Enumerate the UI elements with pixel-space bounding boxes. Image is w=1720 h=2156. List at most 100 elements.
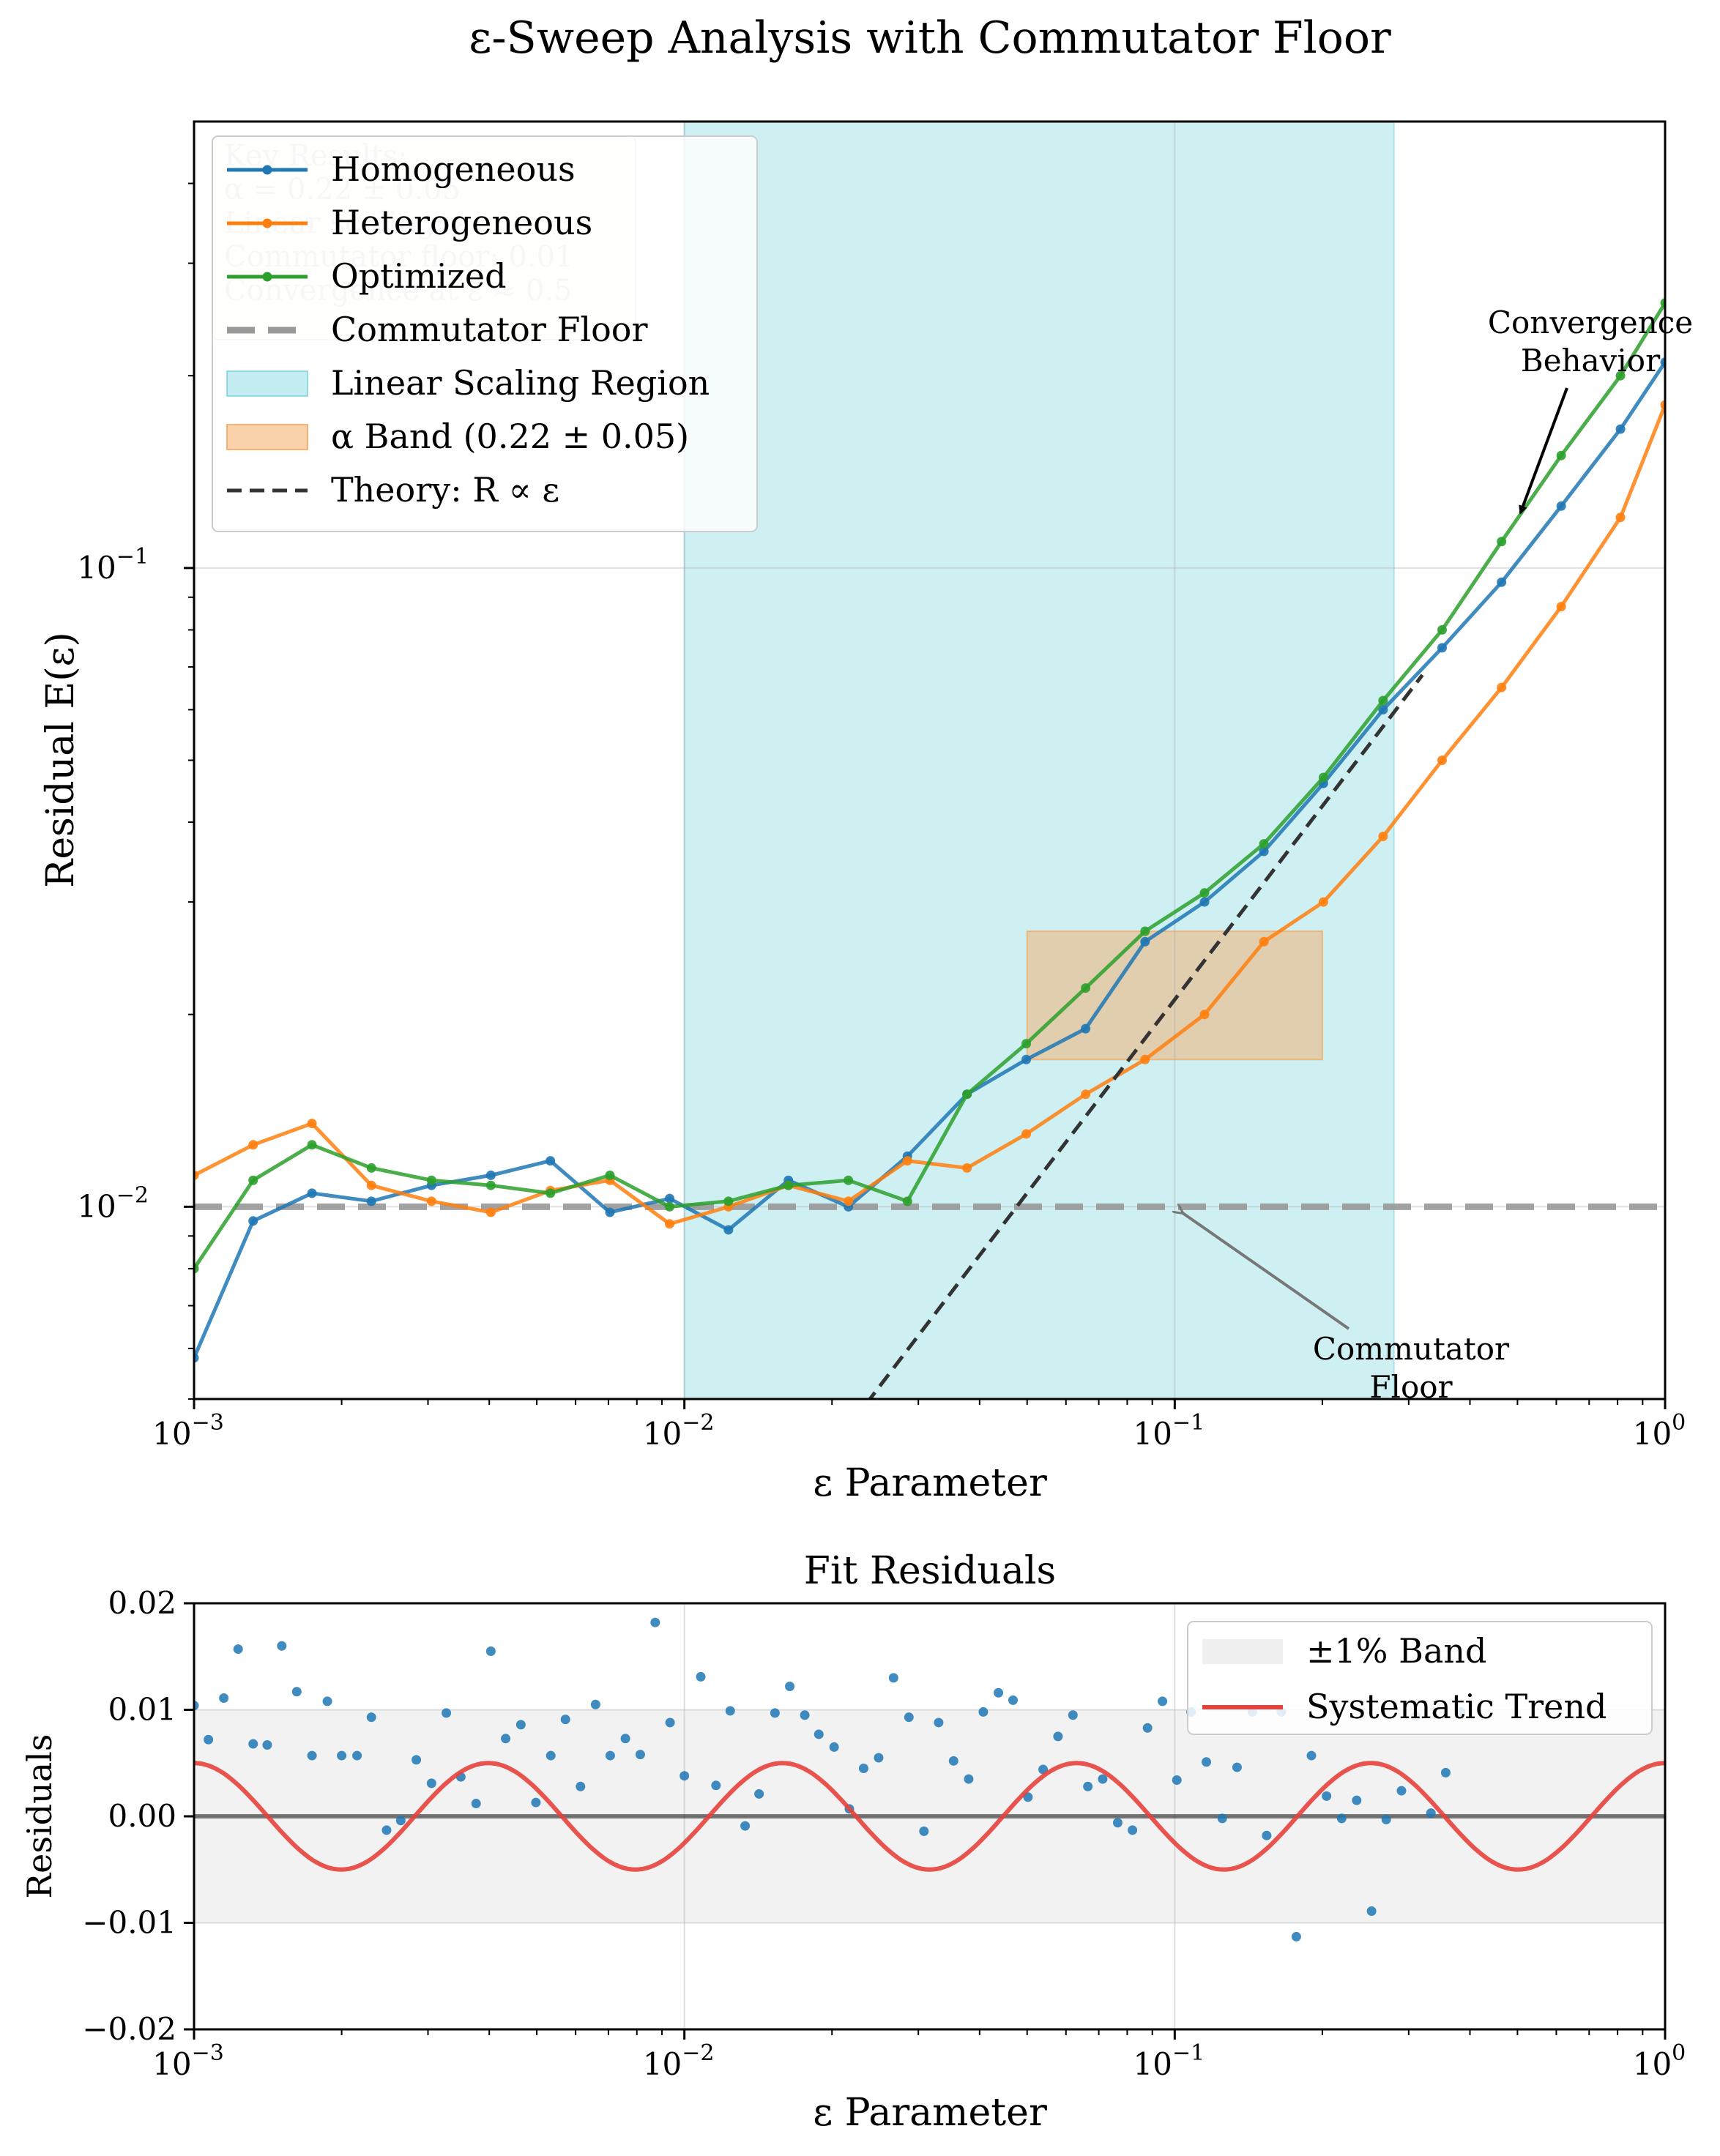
residuals-legend: ±1% Band Systematic Trend <box>1187 1621 1653 1735</box>
optimized-point <box>426 1175 436 1185</box>
homogeneous-point <box>248 1216 258 1226</box>
residuals-title: Fit Residuals <box>804 1549 1056 1593</box>
legend-swatch-alpha-band <box>226 424 308 450</box>
residual-point <box>233 1644 243 1655</box>
residual-point <box>978 1706 989 1717</box>
residual-point <box>1381 1814 1391 1824</box>
legend-label: Heterogeneous <box>331 203 592 242</box>
optimized-point <box>1140 926 1150 936</box>
residual-point <box>381 1825 392 1835</box>
heterogeneous-point <box>1140 1054 1150 1064</box>
main-x-axis-label: ε Parameter <box>813 1461 1047 1505</box>
optimized-point <box>723 1196 734 1206</box>
homogeneous-point <box>664 1193 674 1204</box>
residual-point <box>904 1712 914 1723</box>
commutator-floor-annotation: Commutator Floor <box>1313 1331 1510 1405</box>
heterogeneous-point <box>962 1163 972 1173</box>
residual-point <box>800 1710 810 1720</box>
optimized-point <box>664 1201 674 1212</box>
residual-point <box>1098 1774 1108 1784</box>
main-y-tick-label: 10−2 <box>77 1182 149 1224</box>
residual-point <box>1232 1762 1242 1772</box>
residual-point <box>1158 1696 1168 1706</box>
theory-line <box>867 674 1424 1399</box>
residual-point <box>1291 1931 1301 1941</box>
residual-point <box>1262 1830 1272 1840</box>
heterogeneous-point <box>1259 936 1269 947</box>
systematic-trend-line <box>194 1761 1665 1872</box>
residual-point <box>680 1771 690 1781</box>
optimized-point <box>1199 888 1210 898</box>
residual-point <box>262 1740 272 1750</box>
heterogeneous-point <box>844 1196 854 1206</box>
main-y-tick-label: 10−1 <box>77 544 149 586</box>
residual-point <box>1217 1813 1227 1824</box>
homogeneous-point <box>1081 1023 1091 1034</box>
residuals-y-axis-label: Residuals <box>20 1734 59 1899</box>
heterogeneous-point <box>1437 756 1448 765</box>
homogeneous-point <box>1437 643 1448 653</box>
residual-point <box>307 1750 317 1761</box>
residual-point <box>1068 1710 1078 1720</box>
residual-point <box>576 1781 586 1791</box>
residual-point <box>1336 1813 1347 1824</box>
residual-point <box>919 1826 929 1836</box>
optimized-point <box>1259 839 1269 849</box>
residual-point <box>888 1673 898 1683</box>
homogeneous-point <box>605 1207 615 1217</box>
heterogeneous-point <box>248 1140 258 1150</box>
residual-point <box>605 1750 615 1761</box>
heterogeneous-series-line <box>194 404 1665 1226</box>
homogeneous-point <box>485 1170 496 1180</box>
residual-point <box>395 1816 406 1826</box>
residual-point <box>725 1706 735 1716</box>
residual-point <box>1172 1775 1182 1786</box>
optimized-point <box>844 1175 854 1185</box>
heterogeneous-point <box>485 1207 496 1217</box>
residual-point <box>337 1750 347 1761</box>
optimized-point <box>1021 1039 1032 1049</box>
main-x-tick-label: 10−2 <box>643 1410 715 1452</box>
residual-point <box>740 1821 751 1831</box>
residual-point <box>829 1742 839 1752</box>
legend-label: Commutator Floor <box>331 310 647 349</box>
residuals-legend-box <box>1187 1621 1653 1735</box>
residuals-y-tick-label: 0.01 <box>108 1692 176 1728</box>
figure-title: ε-Sweep Analysis with Commutator Floor <box>469 12 1391 64</box>
residual-point <box>858 1764 868 1774</box>
heterogeneous-point <box>307 1119 317 1129</box>
residual-point <box>1426 1808 1436 1819</box>
homogeneous-series-line <box>194 361 1665 1359</box>
residual-point <box>964 1774 974 1784</box>
residuals-x-tick-label: 100 <box>1633 2040 1686 2082</box>
optimized-point <box>307 1140 317 1150</box>
residual-point <box>711 1780 721 1791</box>
heterogeneous-point <box>1497 682 1507 693</box>
residual-point <box>635 1750 645 1760</box>
residual-point <box>546 1750 556 1761</box>
residual-point <box>322 1696 332 1706</box>
heterogeneous-point <box>664 1219 674 1229</box>
optimized-point <box>1556 450 1566 460</box>
legend-label: ±1% Band <box>1306 1631 1486 1671</box>
residual-point <box>814 1729 824 1739</box>
residual-point <box>590 1699 600 1709</box>
optimized-point <box>962 1089 972 1100</box>
homogeneous-point <box>546 1156 556 1166</box>
legend-swatch-marker <box>262 165 272 175</box>
optimized-point <box>194 1264 199 1274</box>
optimized-point <box>1378 695 1388 706</box>
residual-point <box>1201 1757 1211 1767</box>
residuals-x-axis-label: ε Parameter <box>813 2091 1047 2135</box>
homogeneous-point <box>366 1196 376 1206</box>
optimized-series-line <box>194 302 1665 1270</box>
commutator-floor-arrow <box>1182 1212 1350 1330</box>
legend-swatch-band <box>1202 1639 1283 1664</box>
legend-label: Optimized <box>331 256 507 296</box>
legend-swatch-marker <box>262 218 272 228</box>
homogeneous-point <box>723 1225 734 1235</box>
homogeneous-point <box>1556 501 1566 511</box>
legend-label: Theory: R ∝ ε <box>331 470 559 510</box>
residual-point <box>248 1739 258 1749</box>
